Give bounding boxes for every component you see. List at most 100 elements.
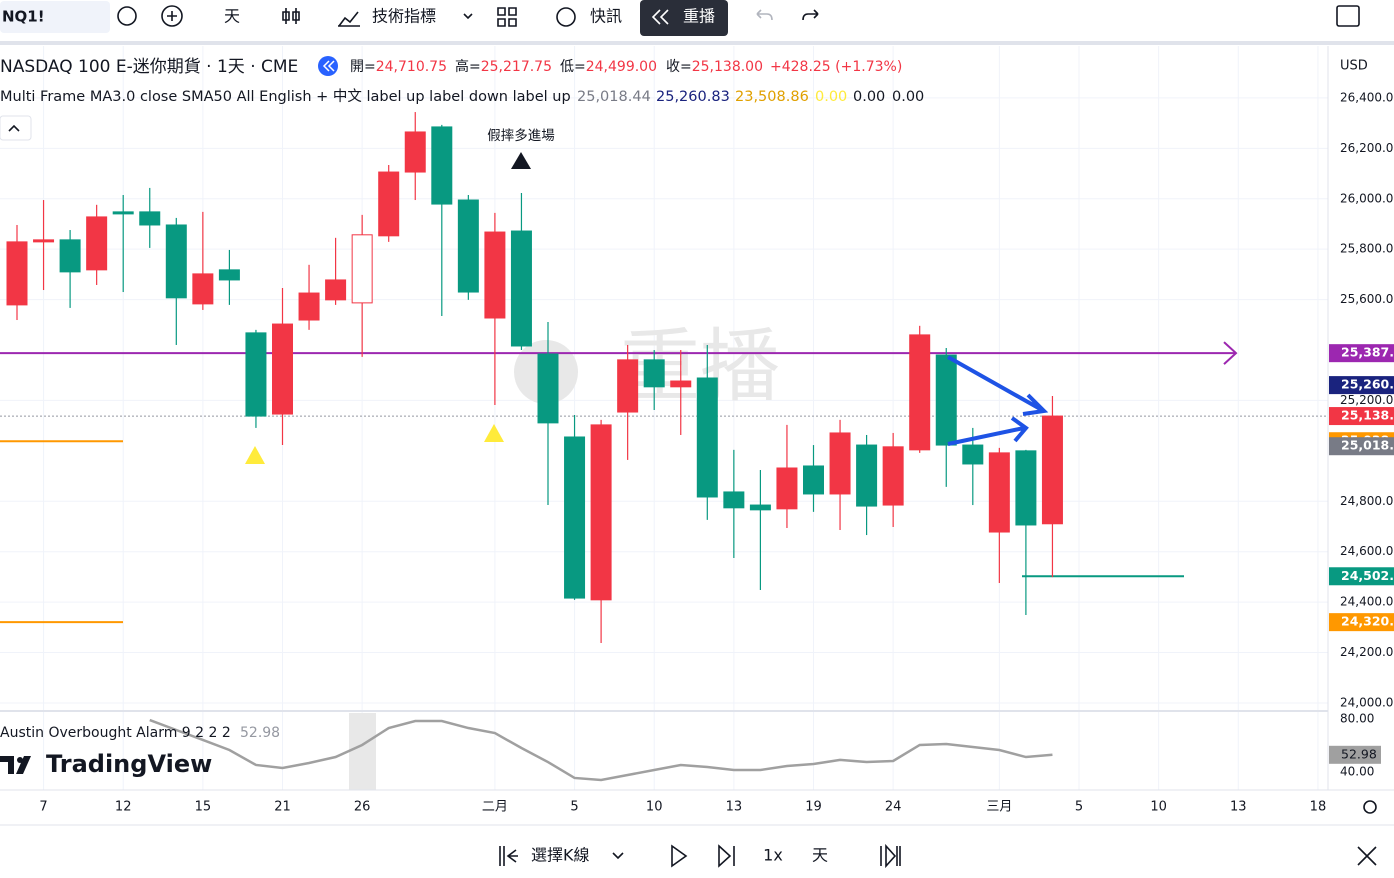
indicator-value: 0.00 [815,89,847,105]
alerts[interactable]: 快訊 [590,7,622,26]
select-chevron[interactable] [612,852,624,860]
select-bar[interactable]: 選擇K線 [531,846,590,865]
highlight-band [349,713,376,790]
replay-interval[interactable]: 天 [812,846,828,865]
price-tag-label: 25,387.5 [1341,345,1394,360]
time-axis: 7 12 15 21 26 二月 5 10 13 19 24 三月 5 10 13 18 [39,800,1326,815]
candle-body [378,171,400,237]
ohlc-item: 收=25,138.00 [666,59,763,75]
oscillator-tag-label: 52.98 [1341,746,1377,761]
candle-body [510,230,532,347]
candle-body [245,332,267,417]
candle-body [962,444,984,465]
settings-icon[interactable] [1363,800,1377,814]
signal-marker [245,446,265,464]
currency[interactable]: USD [1340,59,1368,74]
candle-body [564,436,586,599]
symbol-box[interactable] [0,1,110,33]
alert-icon[interactable] [556,7,576,27]
close-replay[interactable] [1357,846,1377,866]
x-tick-label: 26 [354,800,371,815]
candle-body [723,491,745,509]
candle-body [537,353,559,424]
x-tick-label: 三月 [986,800,1012,815]
symbol[interactable]: NQ1! [2,8,45,26]
candle-body [829,432,851,495]
indicators-icon[interactable] [338,11,360,27]
indicator-value: 25,018.44 [577,89,651,105]
jump-realtime-icon[interactable] [880,843,901,869]
candle-body [59,239,81,273]
indicator-name: Multi Frame MA3.0 close SMA50 All Englis… [0,88,571,105]
candle-body [776,467,798,510]
speed[interactable]: 1x [763,846,783,865]
interval[interactable]: 天 [224,7,240,26]
ohlc-item: 高=25,217.75 [455,58,552,75]
grid [0,46,1394,790]
ohlc-legend: 開=24,710.75 高=25,217.75 低=24,499.00 收=25,13… [350,58,763,75]
price-tag-label: 25,138.0 [1341,408,1394,423]
candle-body [86,216,108,271]
x-tick-label: 13 [1230,800,1247,815]
x-tick-label: 24 [885,800,902,815]
oscillator-value: 52.98 [240,725,280,741]
fullscreen-icon[interactable] [1336,5,1360,27]
price-tag [1329,437,1394,456]
play-icon[interactable] [671,844,688,868]
step-icon[interactable] [718,844,735,868]
indicators[interactable]: 技術指標 [372,7,436,26]
candle-body [988,452,1010,533]
chevron[interactable] [463,13,473,20]
y-tick-label: 24,000.00 [1340,695,1394,709]
select-bar-icon[interactable] [499,846,518,866]
candle-body [165,224,187,299]
undo-icon[interactable] [756,9,773,21]
add-symbol-icon[interactable] [117,6,137,26]
candle-body [484,231,506,319]
price-tag [1329,344,1394,363]
candle-body [803,465,824,495]
ohlc-value: 24,710.75 [376,59,447,75]
x-tick-label: 18 [1310,800,1327,815]
oscillator-line [149,718,1053,782]
price-axis: 24,000.00 24,200.00 24,400.00 24,600.00 24,8… [1329,90,1394,778]
x-tick-label: 15 [195,800,212,815]
ohlc-label: 開= [350,59,376,75]
price-tag-label: 24,320.5 [1341,614,1394,629]
y-tick-label: 25,600.00 [1340,292,1394,306]
indicator-value: 25,260.83 [656,89,730,105]
candle-body [882,446,904,506]
redo-icon[interactable] [802,9,819,21]
brand: TradingView [0,750,212,778]
chart-type-icon[interactable] [282,8,300,24]
compare-icon[interactable] [161,5,183,27]
x-tick-label: 21 [274,800,291,815]
replay-badge-icon [322,60,335,72]
price-tag [1329,567,1394,586]
layout-icon[interactable] [497,7,517,27]
candle-body [112,211,134,215]
candle-body [272,323,293,415]
candle-body [33,239,55,243]
candle-body [617,359,639,413]
price-tag [1329,613,1394,632]
candle-body [351,234,373,304]
oscillator-title: Austin Overbought Alarm 9 2 2 2 [0,725,231,741]
ohlc-value: 25,138.00 [692,59,763,75]
candle-body [1041,415,1063,525]
candle-body [325,279,347,301]
candle-body [856,444,878,507]
replay-label[interactable]: 重播 [683,7,715,26]
candle-body [643,359,665,388]
x-tick-label: 10 [1150,800,1167,815]
arrow-down [947,355,1049,416]
arrow-up [947,416,1029,446]
price-tag-label: 24,502.5 [1341,568,1394,583]
candle-body [6,241,28,306]
x-tick-label: 10 [646,800,663,815]
candle-body [909,334,931,451]
annotation: 假摔多進場 [487,127,555,144]
replay-button[interactable] [640,0,728,36]
x-tick-label: 12 [115,800,132,815]
x-tick-label: 19 [805,800,822,815]
